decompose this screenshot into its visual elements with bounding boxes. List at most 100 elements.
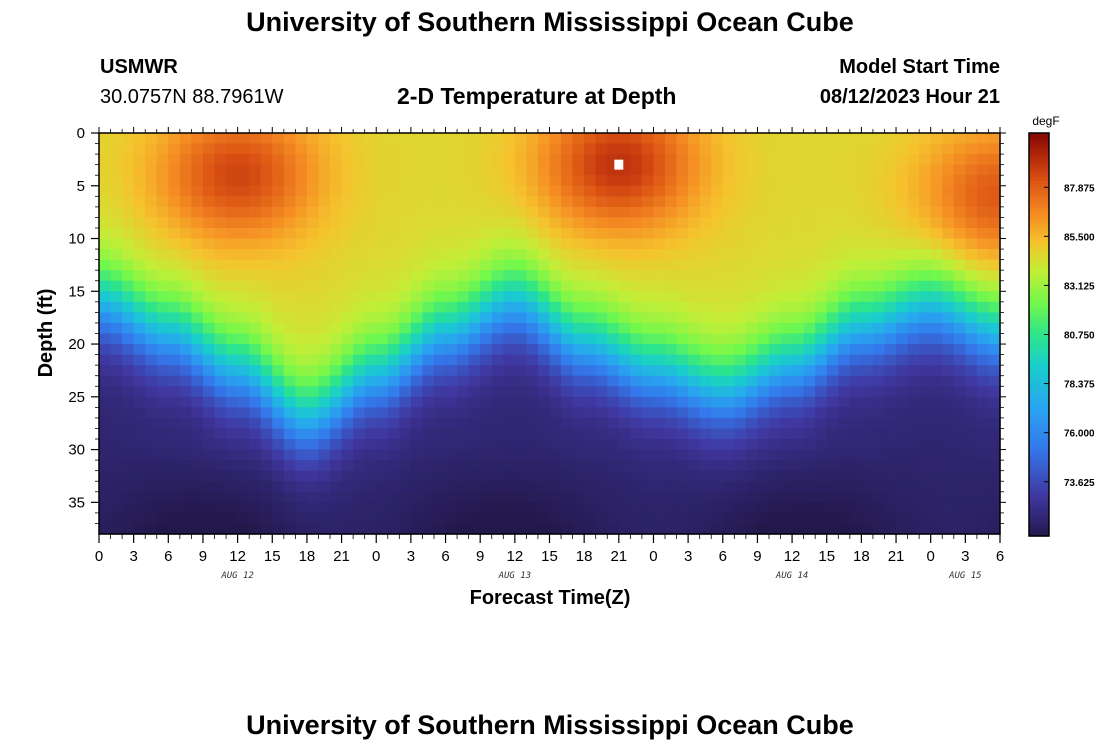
heatmap-cell	[168, 396, 181, 408]
heatmap-cell	[630, 322, 643, 335]
heatmap-cell	[907, 301, 920, 313]
heatmap-cell	[387, 428, 400, 440]
heatmap-cell	[318, 460, 331, 472]
heatmap-cell	[734, 185, 747, 197]
heatmap-cell	[168, 227, 181, 240]
heatmap-cell	[272, 491, 285, 503]
heatmap-cell	[491, 523, 504, 535]
heatmap-cell	[491, 396, 504, 408]
heatmap-cell	[133, 196, 146, 208]
heatmap-cell	[168, 386, 181, 398]
heatmap-cell	[745, 439, 759, 451]
footer-title: University of Southern Mississippi Ocean…	[246, 710, 854, 740]
heatmap-cell	[99, 523, 112, 535]
heatmap-cell	[919, 249, 932, 261]
heatmap-cell	[376, 502, 389, 514]
heatmap-cell	[353, 196, 366, 208]
heatmap-cell	[364, 407, 377, 419]
heatmap-cell	[919, 344, 932, 356]
heatmap-cell	[330, 386, 343, 398]
heatmap-cell	[907, 333, 920, 345]
heatmap-cell	[318, 133, 331, 145]
heatmap-cell	[399, 133, 412, 145]
heatmap-cell	[468, 460, 481, 472]
heatmap-cell	[861, 502, 874, 514]
x-tick-label: 6	[996, 548, 1004, 565]
heatmap-cell	[491, 249, 504, 261]
heatmap-cell	[722, 185, 735, 197]
colorbar-segment	[1029, 475, 1049, 480]
heatmap-cell	[780, 417, 793, 430]
heatmap-cell	[503, 196, 516, 208]
heatmap-cell	[226, 491, 239, 503]
heatmap-cell	[433, 301, 447, 313]
heatmap-cell	[595, 227, 608, 240]
heatmap-cell	[549, 502, 562, 514]
heatmap-cell	[792, 301, 805, 313]
heatmap-cell	[665, 460, 678, 472]
heatmap-cell	[780, 375, 793, 387]
colorbar-segment	[1029, 314, 1049, 319]
heatmap-cell	[445, 291, 458, 303]
heatmap-cell	[965, 523, 978, 535]
heatmap-cell	[942, 491, 955, 503]
heatmap-cell	[353, 502, 366, 514]
heatmap-cell	[122, 196, 135, 208]
heatmap-cell	[711, 280, 724, 292]
heatmap-cell	[884, 344, 897, 356]
heatmap-cell	[214, 386, 227, 398]
heatmap-cell	[260, 417, 273, 430]
heatmap-cell	[214, 133, 227, 145]
heatmap-cell	[526, 481, 539, 493]
heatmap-cell	[930, 470, 943, 482]
heatmap-cell	[919, 460, 932, 472]
heatmap-cell	[826, 259, 839, 271]
heatmap-cell	[318, 301, 331, 313]
heatmap-cell	[295, 407, 308, 419]
heatmap-cell	[272, 354, 285, 366]
heatmap-cell	[826, 502, 839, 514]
heatmap-cell	[907, 460, 920, 472]
heatmap-cell	[930, 460, 943, 472]
heatmap-cell	[387, 502, 400, 514]
heatmap-cell	[283, 333, 296, 345]
heatmap-cell	[699, 291, 712, 303]
heatmap-cell	[826, 238, 839, 250]
heatmap-cell	[792, 375, 805, 387]
heatmap-cell	[168, 523, 181, 535]
heatmap-cell	[884, 270, 897, 282]
heatmap-cell	[722, 460, 735, 472]
x-tick-label: 3	[407, 548, 415, 565]
heatmap-cell	[561, 154, 574, 166]
heatmap-cell	[896, 354, 909, 366]
heatmap-cell	[630, 417, 643, 430]
heatmap-cell	[988, 491, 1001, 503]
heatmap-cell	[537, 259, 551, 271]
heatmap-cell	[422, 185, 435, 197]
heatmap-cell	[861, 470, 874, 482]
heatmap-cell	[965, 322, 978, 335]
heatmap-cell	[353, 449, 366, 461]
heatmap-cell	[607, 227, 620, 240]
heatmap-cell	[953, 280, 966, 292]
heatmap-cell	[480, 470, 493, 482]
heatmap-cell	[168, 354, 181, 366]
heatmap-cell	[330, 249, 343, 261]
heatmap-cell	[503, 407, 516, 419]
heatmap-cell	[953, 523, 966, 535]
heatmap-cell	[849, 365, 862, 377]
heatmap-cell	[618, 249, 631, 261]
colorbar-segment	[1029, 180, 1049, 184]
heatmap-cell	[491, 133, 504, 145]
heatmap-cell	[896, 344, 909, 356]
heatmap-cell	[387, 417, 400, 430]
heatmap-cell	[757, 175, 770, 187]
heatmap-cell	[110, 491, 123, 503]
heatmap-cell	[734, 460, 747, 472]
heatmap-cell	[376, 185, 389, 197]
heatmap-cell	[526, 502, 539, 514]
heatmap-cell	[306, 238, 320, 250]
heatmap-cell	[665, 196, 678, 208]
heatmap-cell	[699, 259, 712, 271]
heatmap-cell	[226, 386, 239, 398]
